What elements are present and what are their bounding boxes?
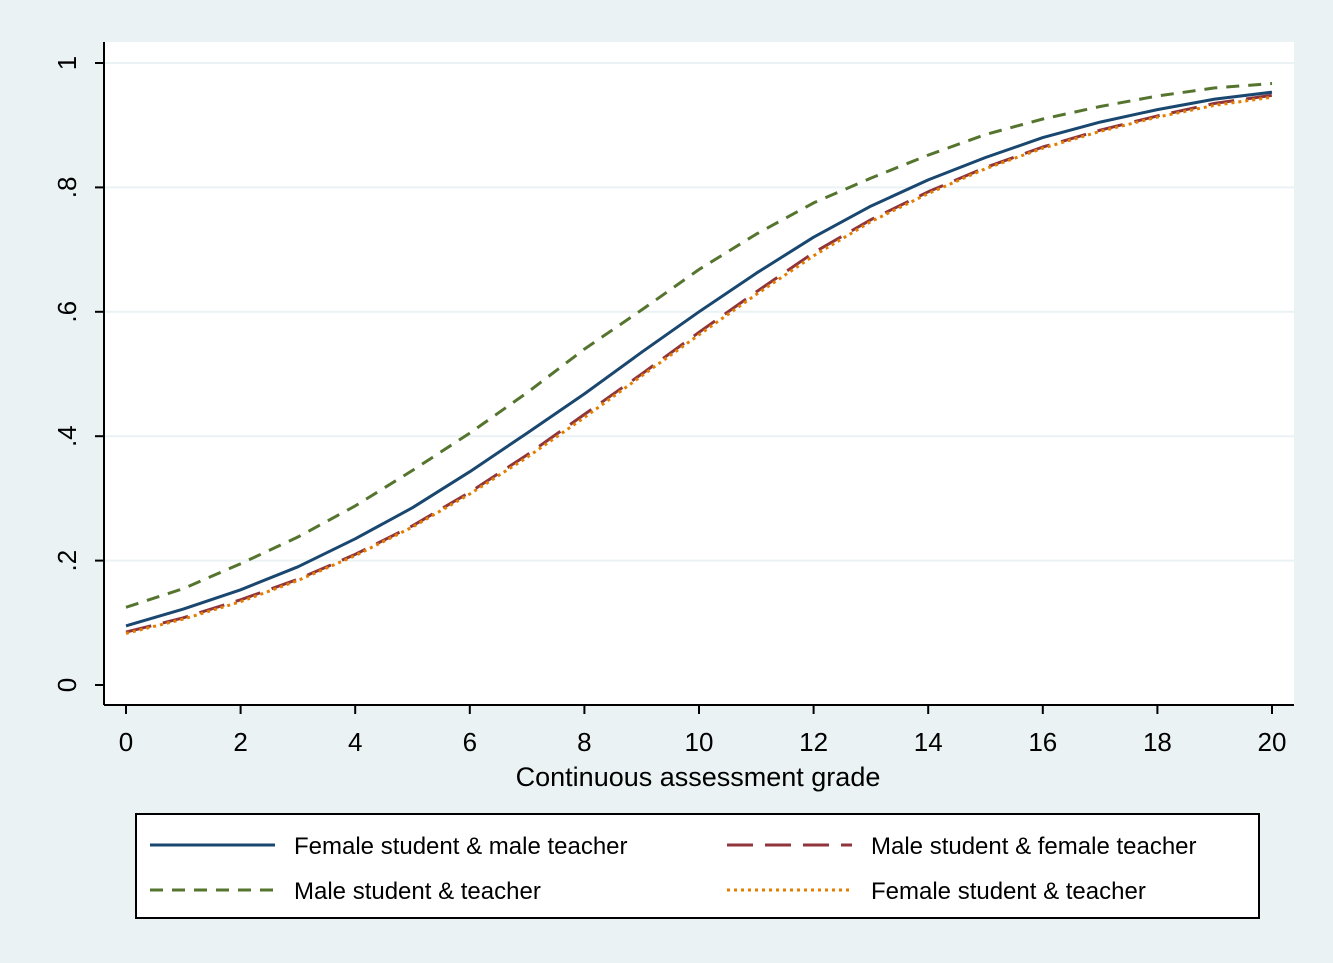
legend-box bbox=[135, 813, 1260, 919]
y-tick-label-4: .8 bbox=[52, 177, 82, 199]
y-tick-label-2: .4 bbox=[52, 425, 82, 447]
legend-label-3: Female student & teacher bbox=[871, 878, 1146, 905]
x-tick-label-8: 16 bbox=[1028, 727, 1057, 757]
y-tick-label-3: .6 bbox=[52, 301, 82, 323]
y-tick-label-0: 0 bbox=[52, 678, 82, 692]
legend-label-0: Female student & male teacher bbox=[294, 833, 628, 860]
x-tick-label-3: 6 bbox=[463, 727, 477, 757]
x-axis-title: Continuous assessment grade bbox=[516, 762, 881, 792]
legend: Female student & male teacher Male studen… bbox=[135, 813, 1260, 919]
series-line-1 bbox=[125, 93, 1273, 634]
legend-label-2: Male student & teacher bbox=[294, 878, 541, 905]
y-tick-label-5: 1 bbox=[52, 56, 82, 70]
x-tick-label-6: 12 bbox=[799, 727, 828, 757]
plot-layer bbox=[104, 42, 1294, 705]
series-line-3 bbox=[125, 95, 1273, 635]
x-tick-label-0: 0 bbox=[119, 727, 133, 757]
x-tick-label-4: 8 bbox=[577, 727, 591, 757]
y-tick-label-1: .2 bbox=[52, 550, 82, 572]
x-tick-label-10: 20 bbox=[1258, 727, 1287, 757]
x-tick-label-7: 14 bbox=[914, 727, 943, 757]
legend-label-1: Male student & female teacher bbox=[871, 833, 1197, 860]
x-tick-label-9: 18 bbox=[1143, 727, 1172, 757]
axis-layer: 0 2 4 6 8 10 12 14 16 18 20 0 .2 .4 .6 .8 1 bbox=[52, 42, 1294, 757]
series-line-2 bbox=[125, 82, 1273, 609]
x-tick-label-1: 2 bbox=[233, 727, 247, 757]
x-tick-label-2: 4 bbox=[348, 727, 362, 757]
series-line-0 bbox=[125, 90, 1273, 628]
x-tick-label-5: 10 bbox=[685, 727, 714, 757]
plot-area bbox=[104, 42, 1294, 705]
